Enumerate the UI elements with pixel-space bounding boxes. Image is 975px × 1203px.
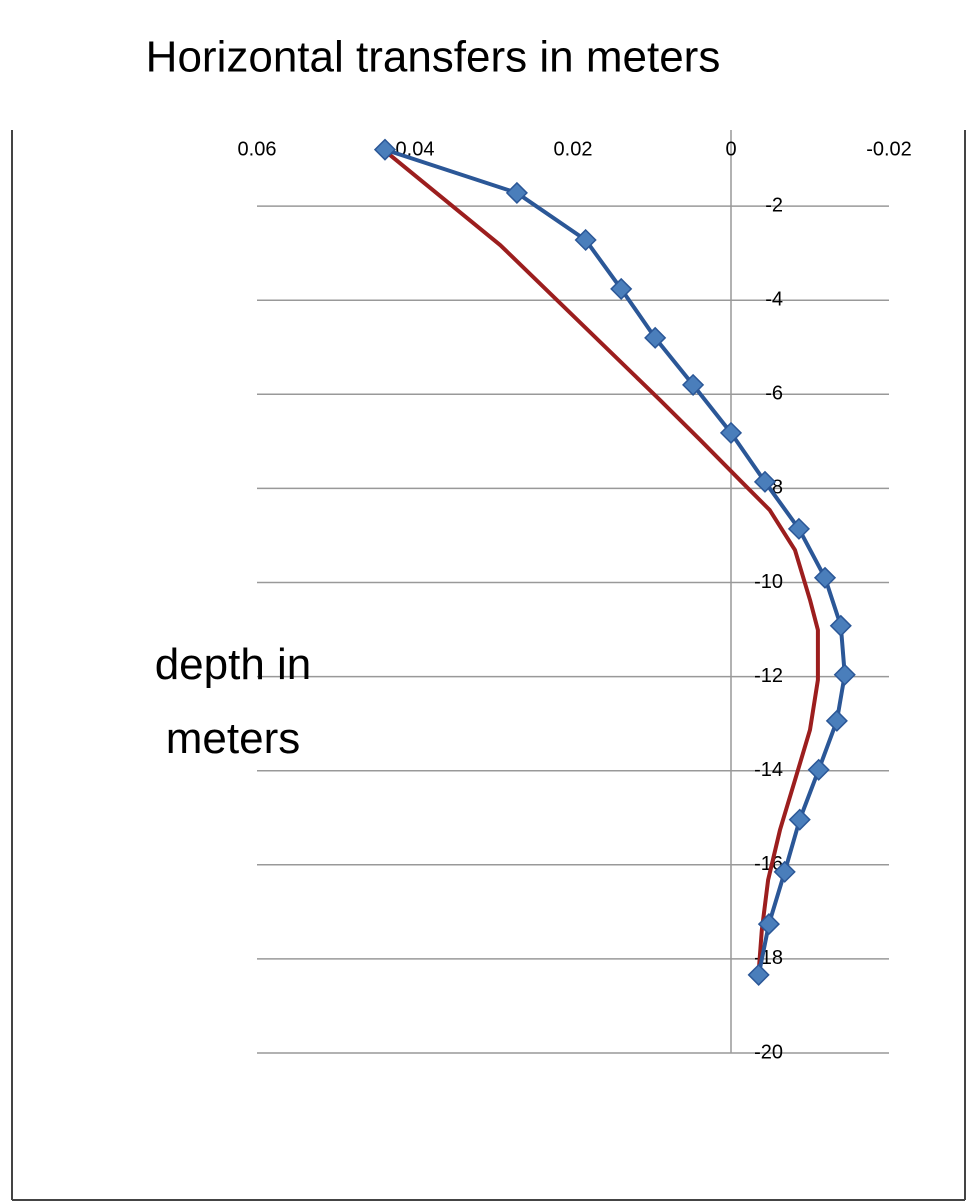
series-line <box>384 147 847 976</box>
marker <box>682 373 705 396</box>
marker <box>833 663 856 686</box>
marker <box>719 421 743 444</box>
marker <box>813 566 837 589</box>
marker <box>773 860 796 883</box>
marker <box>373 138 397 161</box>
y-tick-label: -2 <box>765 194 783 216</box>
x-tick-label: 0.02 <box>554 138 593 160</box>
marker <box>807 758 830 781</box>
marker <box>829 614 852 637</box>
y-tick-label: -16 <box>754 853 783 875</box>
marker <box>747 963 770 986</box>
marker <box>505 181 528 204</box>
marker <box>574 228 597 252</box>
marker <box>644 326 667 349</box>
y-tick-label: -20 <box>754 1041 783 1063</box>
series-line <box>388 153 820 973</box>
y-axis-label: depth in meters <box>154 640 312 763</box>
x-tick-label: -0.02 <box>866 138 912 160</box>
marker <box>825 709 848 732</box>
marker <box>753 470 777 493</box>
marker <box>788 808 811 831</box>
y-tick-label: -6 <box>765 383 783 405</box>
marker <box>757 913 780 936</box>
chart-title: Horizontal transfers in meters <box>146 33 721 82</box>
y-tick-label: -4 <box>765 288 783 310</box>
x-tick-label: 0 <box>725 138 736 160</box>
marker <box>610 277 633 300</box>
y-tick-label: -10 <box>754 571 783 593</box>
y-tick-label: -12 <box>754 665 783 687</box>
x-tick-label: 0.06 <box>238 138 277 160</box>
marker <box>787 517 811 540</box>
y-tick-label: -14 <box>754 759 783 781</box>
